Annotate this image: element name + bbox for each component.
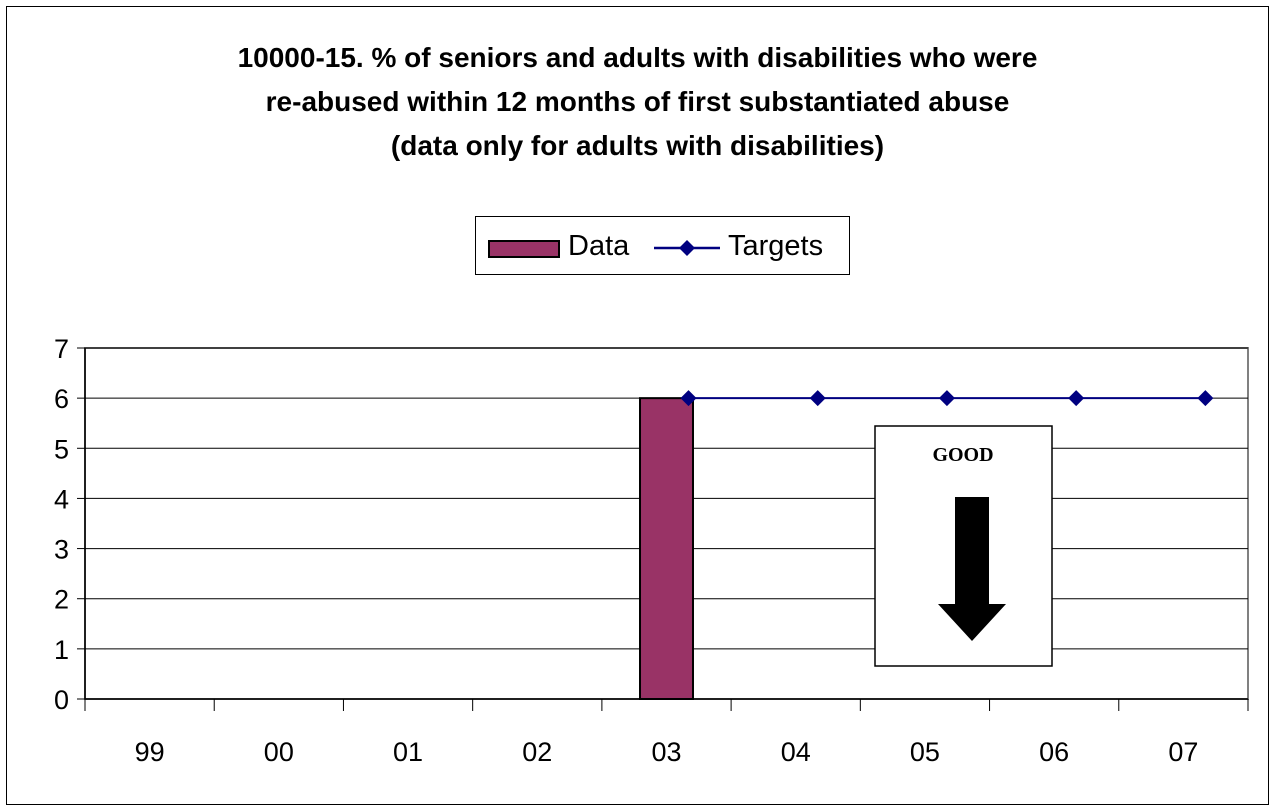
y-tick-label: 6 [54,384,69,414]
y-tick-label: 2 [54,585,69,615]
x-tick-label: 04 [781,737,811,767]
y-tick-label: 7 [54,334,69,364]
target-point [680,390,697,407]
y-tick-label: 0 [54,685,69,715]
x-tick-label: 99 [135,737,165,767]
x-tick-label: 05 [910,737,940,767]
y-tick-label: 5 [54,434,69,464]
legend-label-targets: Targets [728,230,824,262]
legend-label-data: Data [568,230,630,262]
data-bar [639,397,694,700]
y-tick-label: 1 [54,635,69,665]
chart-title-line-3: (data only for adults with disabilities) [390,130,885,161]
target-point [1197,390,1214,407]
down-arrow-icon [938,497,1006,641]
chart-title-line-1: 10000-15. % of seniors and adults with d… [237,42,1038,73]
x-tick-label: 07 [1168,737,1198,767]
target-point [938,390,955,407]
chart-title: 10000-15. % of seniors and adults with d… [0,36,1275,168]
x-tick-label: 03 [651,737,681,767]
legend-swatch-data [488,240,560,258]
good-annotation: GOOD [874,425,1053,667]
chart-legend: Data Targets [475,216,850,275]
target-point [1068,390,1085,407]
legend-marker-targets [654,240,720,256]
y-tick-label: 3 [54,535,69,565]
y-tick-label: 4 [54,484,69,514]
x-tick-label: 02 [522,737,552,767]
good-label: GOOD [932,444,993,466]
data-bars [639,397,694,700]
x-tick-label: 01 [393,737,423,767]
target-line [680,390,1214,407]
x-tick-label: 00 [264,737,294,767]
target-point [809,390,826,407]
chart-title-line-2: re-abused within 12 months of first subs… [265,86,1010,117]
x-tick-label: 06 [1039,737,1069,767]
